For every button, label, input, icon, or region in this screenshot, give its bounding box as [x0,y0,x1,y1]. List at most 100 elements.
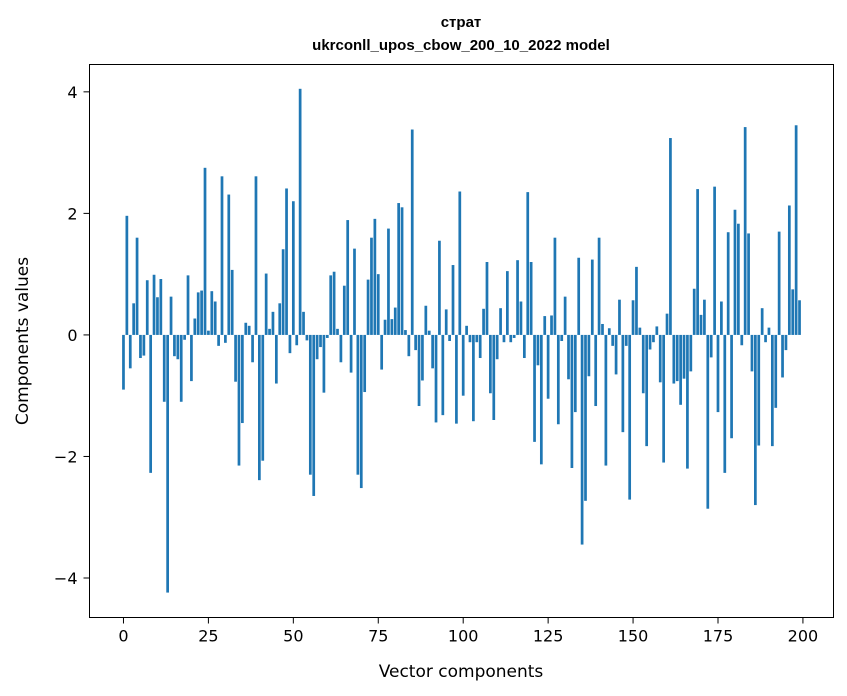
bar [750,334,754,372]
bar [631,300,635,335]
bar [713,186,716,335]
x-axis-ticks: 0 25 50 75 100 125 150 175 200 [118,617,819,646]
bar [774,334,778,408]
bar [329,275,333,335]
x-tick-label: 75 [368,627,388,646]
bar [271,311,275,335]
bar [584,334,587,501]
bar [784,334,788,351]
bar [176,334,180,360]
bar [254,176,258,335]
bar [726,232,730,335]
bar [308,334,312,475]
bar [159,279,163,335]
bar [621,334,625,433]
bar [720,301,723,335]
bar [346,220,350,335]
bar [207,330,210,335]
bar [319,334,322,348]
y-tick-label: 4 [67,83,77,102]
x-axis-label: Vector components [379,662,544,682]
bar [482,308,485,335]
bar [370,237,373,335]
bar [213,301,217,335]
bar [526,192,530,335]
bar [132,303,136,335]
bar [767,327,771,335]
bar [485,262,489,335]
bar [285,188,288,335]
bar [770,334,774,447]
bar [465,325,468,335]
bar [645,334,649,447]
bar [737,223,740,335]
bar [152,274,156,335]
chart-title-line2: ukrconll_upos_cbow_200_10_2022 model [312,37,610,54]
y-tick-label: −2 [54,447,78,466]
bar [692,288,696,335]
x-tick-label: 0 [118,627,128,646]
bar [696,189,699,335]
x-tick-label: 100 [448,627,479,646]
bar [241,334,244,424]
bar [672,334,676,384]
bar [315,334,319,360]
bar [543,316,547,335]
bar [669,138,672,335]
bar [383,319,387,335]
bar [553,237,557,335]
bar [794,125,798,335]
bar [648,334,652,350]
bar [624,334,628,346]
bar [455,334,458,424]
bar [417,334,421,407]
bar [227,194,231,335]
bar [529,262,533,335]
bar [614,334,618,375]
x-tick-label: 25 [198,627,218,646]
bar [359,334,363,489]
bar [325,334,329,338]
bar [709,334,713,358]
bar [400,207,404,335]
bar [509,334,513,343]
bar [397,203,401,335]
bar [536,334,540,366]
y-tick-label: −4 [54,569,78,588]
bar [142,334,146,356]
x-tick-label: 200 [788,627,819,646]
bar [247,325,251,335]
bar [560,334,564,341]
bar [166,334,169,593]
bar [224,334,227,343]
bar [580,334,584,545]
bar [200,290,203,335]
bar [186,275,190,335]
bar [461,334,465,396]
bar [387,228,390,335]
bar [475,334,479,343]
bar [468,334,472,343]
bar [567,334,570,380]
bar [489,334,492,394]
bar [302,311,305,335]
bar [366,279,370,335]
bar [601,323,604,335]
bar [298,88,302,335]
bar [264,273,268,335]
bar [376,274,380,335]
bar [706,334,710,509]
bar [791,289,795,335]
bar [506,271,509,335]
bar [190,334,193,382]
bar [522,334,526,359]
bar [149,334,153,473]
bar [492,334,496,420]
x-tick-label: 175 [703,627,734,646]
bar [570,334,574,468]
bar [356,334,360,475]
bar [353,248,356,335]
bar [128,334,132,369]
bar [407,334,411,357]
